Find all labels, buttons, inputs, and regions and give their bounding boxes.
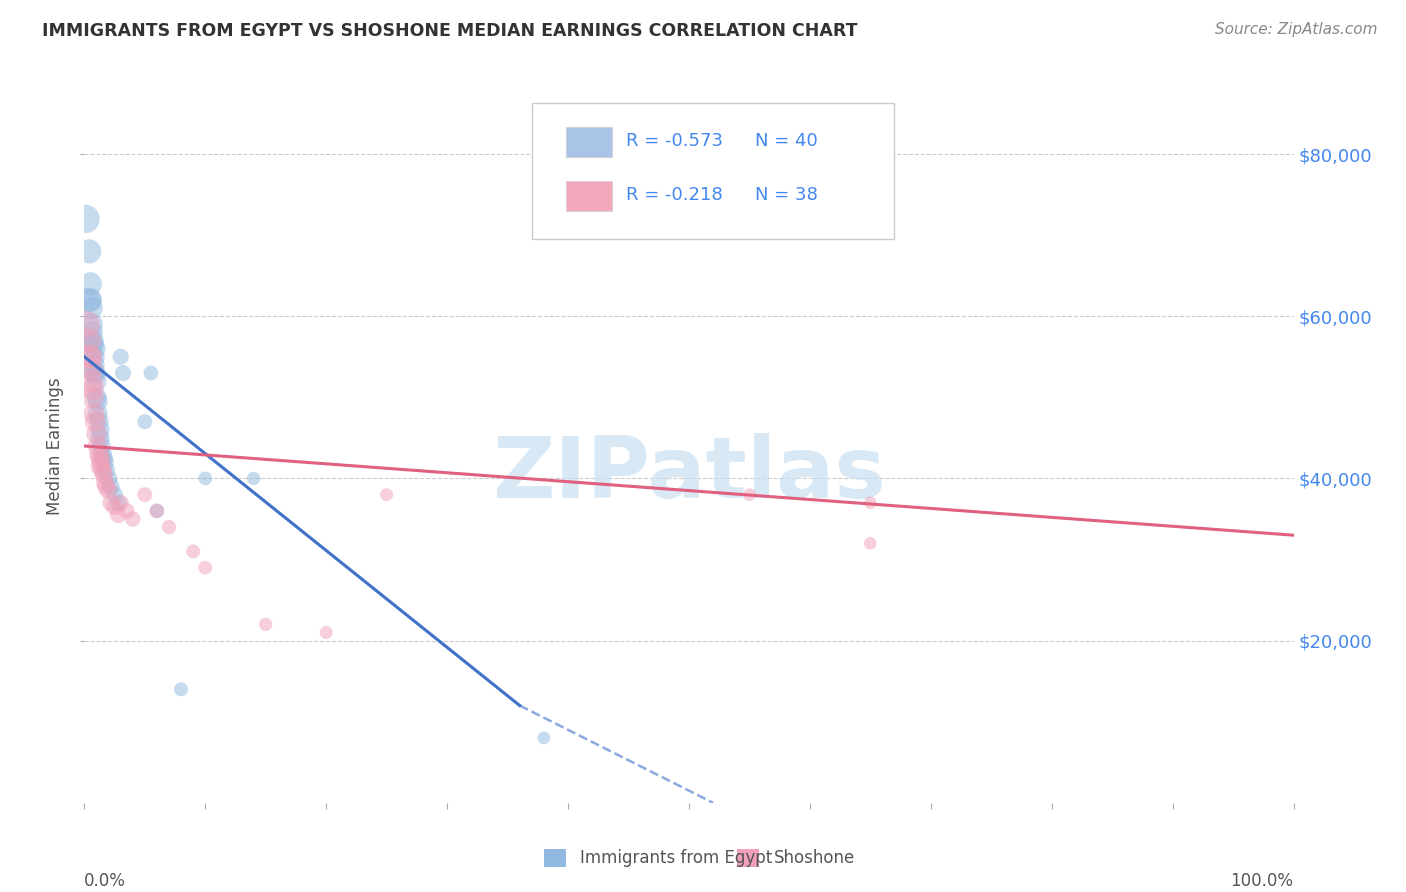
Point — [157, 520, 180, 534]
Point — [134, 415, 156, 429]
Text: 100.0%: 100.0% — [1230, 871, 1294, 889]
Point — [87, 415, 110, 429]
Point — [170, 682, 193, 697]
Text: ZIPatlas: ZIPatlas — [492, 433, 886, 516]
Point — [75, 211, 97, 226]
Point — [91, 463, 114, 477]
Point — [100, 479, 122, 493]
FancyBboxPatch shape — [565, 180, 612, 211]
Point — [84, 415, 107, 429]
Point — [242, 471, 264, 485]
Point — [93, 451, 115, 466]
Point — [90, 439, 112, 453]
Point — [107, 508, 129, 522]
Point — [100, 496, 122, 510]
Point — [91, 447, 114, 461]
Text: 0.0%: 0.0% — [84, 871, 127, 889]
Point — [254, 617, 277, 632]
Point — [97, 471, 120, 485]
Point — [315, 625, 337, 640]
Text: Source: ZipAtlas.com: Source: ZipAtlas.com — [1215, 22, 1378, 37]
Point — [859, 496, 882, 510]
Point — [146, 504, 169, 518]
FancyBboxPatch shape — [544, 849, 565, 867]
Point — [82, 390, 104, 404]
Point — [79, 293, 101, 307]
Text: N = 40: N = 40 — [755, 132, 818, 150]
Point — [80, 318, 103, 332]
Point — [86, 426, 108, 441]
Text: IMMIGRANTS FROM EGYPT VS SHOSHONE MEDIAN EARNINGS CORRELATION CHART: IMMIGRANTS FROM EGYPT VS SHOSHONE MEDIAN… — [42, 22, 858, 40]
Point — [86, 439, 108, 453]
Point — [90, 455, 112, 469]
Point — [89, 423, 111, 437]
Point — [83, 350, 105, 364]
Text: N = 38: N = 38 — [755, 186, 818, 203]
Point — [82, 334, 104, 348]
Point — [139, 366, 162, 380]
FancyBboxPatch shape — [565, 127, 612, 157]
Text: Shoshone: Shoshone — [773, 849, 855, 867]
Point — [77, 244, 100, 259]
FancyBboxPatch shape — [737, 849, 759, 867]
Point — [80, 326, 103, 340]
Point — [77, 350, 100, 364]
Point — [80, 374, 103, 388]
Point — [121, 512, 143, 526]
Point — [104, 488, 127, 502]
Text: Immigrants from Egypt: Immigrants from Egypt — [581, 849, 772, 867]
Point — [110, 496, 132, 510]
Point — [76, 318, 98, 332]
Point — [77, 293, 100, 307]
Point — [80, 362, 103, 376]
Point — [112, 366, 135, 380]
Text: R = -0.218: R = -0.218 — [626, 186, 723, 203]
Point — [82, 382, 104, 396]
Point — [84, 342, 107, 356]
Point — [94, 455, 117, 469]
Point — [104, 500, 127, 514]
Point — [86, 390, 108, 404]
Point — [83, 407, 105, 421]
Point — [94, 479, 117, 493]
Point — [146, 504, 169, 518]
Point — [82, 337, 104, 351]
Point — [79, 350, 101, 364]
Point — [107, 496, 129, 510]
Point — [84, 366, 107, 380]
Point — [375, 488, 398, 502]
Point — [134, 488, 156, 502]
Point — [89, 431, 111, 445]
Point — [86, 374, 108, 388]
Point — [533, 731, 555, 745]
Point — [194, 560, 217, 574]
Point — [79, 277, 101, 291]
Point — [86, 394, 108, 409]
Point — [93, 467, 115, 482]
Point — [87, 447, 110, 461]
Point — [94, 475, 117, 490]
Point — [83, 358, 105, 372]
Point — [738, 488, 761, 502]
Point — [115, 504, 138, 518]
Y-axis label: Median Earnings: Median Earnings — [46, 377, 65, 515]
Point — [80, 301, 103, 315]
Point — [97, 483, 120, 498]
FancyBboxPatch shape — [531, 103, 894, 239]
Point — [110, 350, 132, 364]
Text: R = -0.573: R = -0.573 — [626, 132, 723, 150]
Point — [859, 536, 882, 550]
Point — [86, 407, 108, 421]
Point — [77, 334, 100, 348]
Point — [94, 463, 117, 477]
Point — [181, 544, 204, 558]
Point — [83, 366, 105, 380]
Point — [194, 471, 217, 485]
Point — [89, 451, 111, 466]
Point — [89, 459, 111, 474]
